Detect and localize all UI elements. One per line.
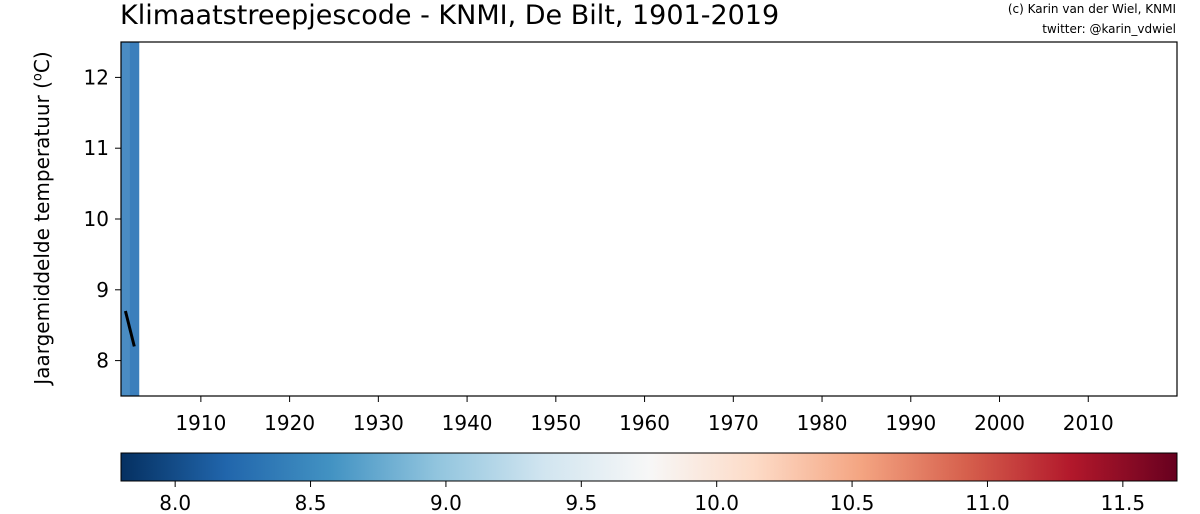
colorbar-tick-label-7: 11.5 <box>1101 491 1146 514</box>
x-axis: 1910 1920 1930 1940 1950 1960 1970 1980 1990 2000… <box>175 396 1114 435</box>
stripes-layer <box>121 42 140 396</box>
x-tick-label-1960: 1960 <box>619 411 670 435</box>
colorbar-tick-label-3: 9.5 <box>565 491 597 514</box>
y-tick-label-12: 12 <box>84 65 109 89</box>
x-tick-label-1980: 1980 <box>797 411 848 435</box>
colorbar-tick-label-4: 10.0 <box>694 491 739 514</box>
y-tick-label-10: 10 <box>84 207 109 231</box>
x-tick-label-1950: 1950 <box>530 411 581 435</box>
colorbar-tick-label-1: 8.5 <box>295 491 327 514</box>
x-tick-label-1970: 1970 <box>708 411 759 435</box>
colorbar-ticks: 8.0 8.5 9.0 9.5 10.0 10.5 11.0 11.5 <box>159 481 1145 514</box>
y-tick-label-9: 9 <box>96 278 109 302</box>
plot-frame <box>120 41 1178 397</box>
credit-line-author: (c) Karin van der Wiel, KNMI <box>1007 2 1176 16</box>
y-axis: 8 9 10 11 12 <box>84 65 121 373</box>
x-tick-label-2000: 2000 <box>974 411 1025 435</box>
colorbar-tick-label-6: 11.0 <box>965 491 1010 514</box>
trend-line-layer <box>123 310 136 347</box>
stripe-1901 <box>121 42 131 396</box>
colorbar-tick-label-0: 8.0 <box>159 491 191 514</box>
colorbar-tick-label-5: 10.5 <box>830 491 875 514</box>
stripe-1902 <box>129 42 140 396</box>
temperature-line <box>123 310 136 347</box>
x-tick-label-1940: 1940 <box>442 411 493 435</box>
x-tick-label-1910: 1910 <box>175 411 226 435</box>
y-tick-label-8: 8 <box>96 349 109 373</box>
credit-line-twitter: twitter: @karin_vdwiel <box>1042 22 1176 36</box>
x-tick-label-1930: 1930 <box>353 411 404 435</box>
x-tick-label-2010: 2010 <box>1063 411 1114 435</box>
colorbar-tick-label-2: 9.0 <box>430 491 462 514</box>
chart-title: Klimaatstreepjescode - KNMI, De Bilt, 19… <box>120 0 780 31</box>
colorbar <box>120 452 1178 482</box>
x-tick-label-1990: 1990 <box>885 411 936 435</box>
y-tick-label-11: 11 <box>84 136 109 160</box>
x-tick-label-1920: 1920 <box>264 411 315 435</box>
